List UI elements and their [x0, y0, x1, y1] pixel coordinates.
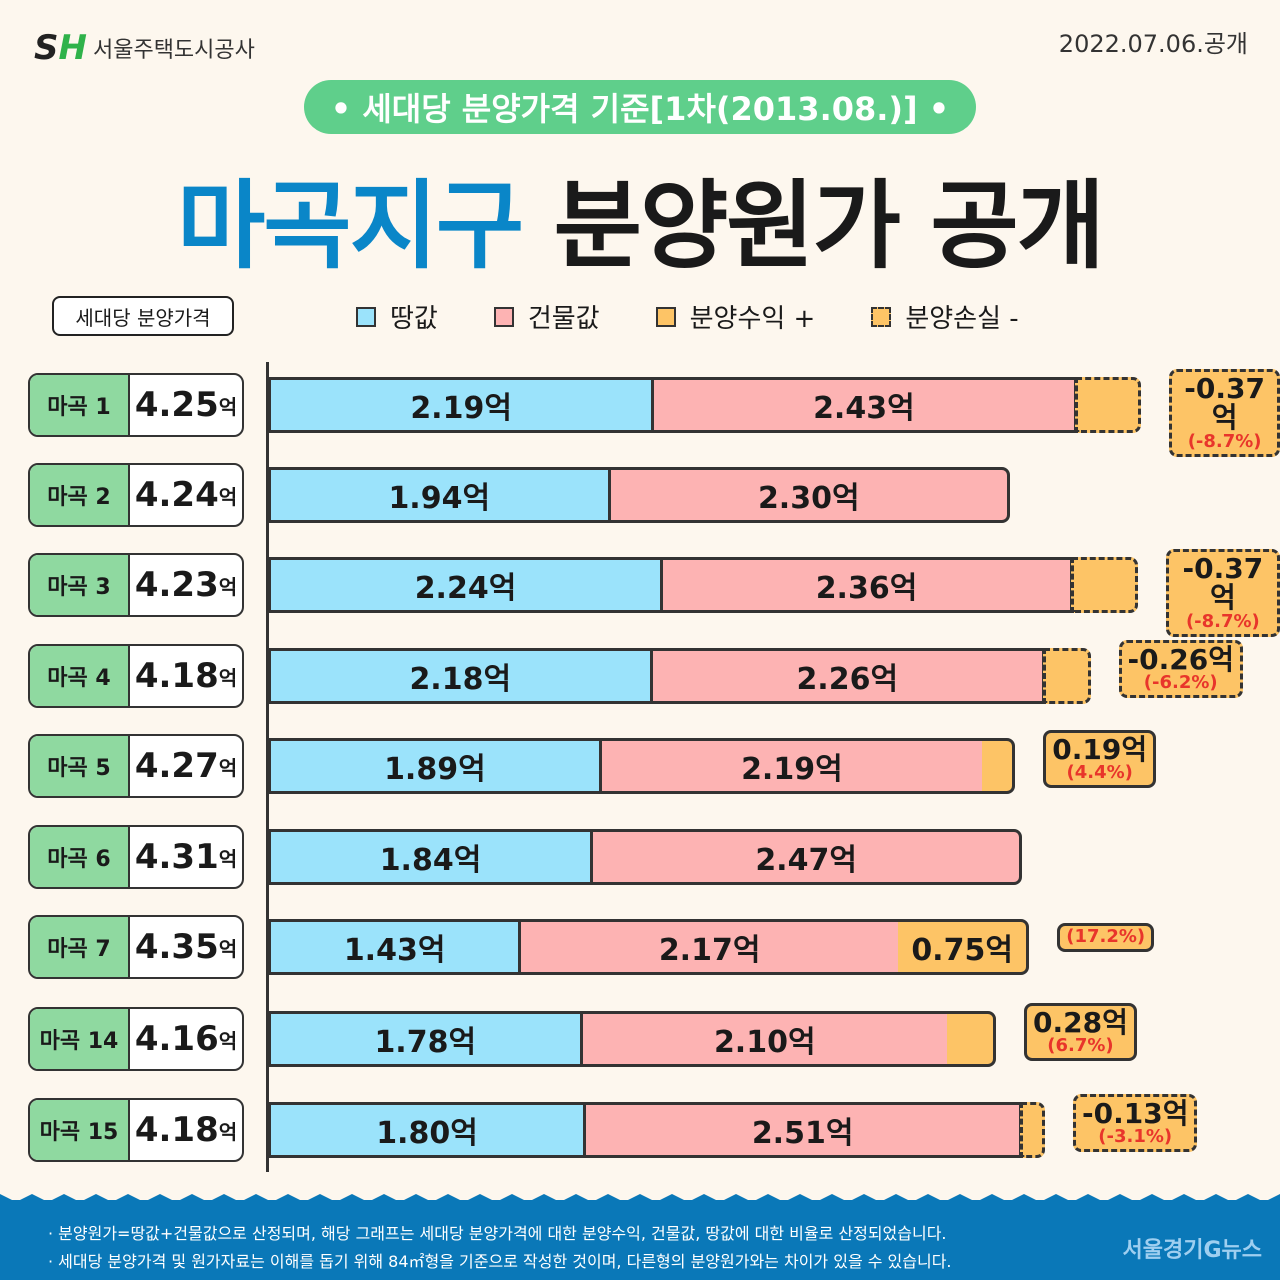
- bar-building: 2.47억: [590, 829, 1023, 885]
- legend-swatch: [655, 306, 676, 327]
- callout-amount: 0.19억: [1052, 733, 1148, 766]
- bar-profit: 0.75억: [898, 919, 1030, 975]
- bar-land: 2.18억: [268, 648, 650, 704]
- district-name: 마곡 1: [30, 375, 130, 435]
- price-value: 4.16 억: [134, 1019, 238, 1059]
- callout-amount: 0.28억: [1033, 1006, 1128, 1039]
- legend-label: 분양수익 +: [689, 304, 816, 334]
- callout-percent: (6.7%): [1047, 1035, 1114, 1057]
- price-value: 4.31 억: [134, 837, 238, 877]
- row-label: 마곡 2 4.24 억: [28, 463, 244, 527]
- callout-amount: -0.37억: [1182, 552, 1264, 615]
- price-column-tag: 세대당 분양가격: [52, 296, 234, 336]
- price-value: 4.35 억: [134, 927, 238, 967]
- callout-percent: (-6.2%): [1143, 672, 1218, 694]
- callout-amount: -0.26억: [1127, 643, 1234, 676]
- row-label: 마곡 4 4.18 억: [28, 644, 244, 708]
- legend: 땅값 건물값 분양수익 + 분양손실 -: [356, 298, 1019, 335]
- district-name: 마곡 4: [30, 646, 130, 706]
- bar-land: 1.94억: [268, 467, 608, 523]
- bar-building: 2.26억: [649, 648, 1045, 704]
- bar-land: 1.78억: [268, 1011, 580, 1067]
- bar-building: 2.36억: [660, 557, 1073, 613]
- bar-loss: [1071, 557, 1138, 613]
- bar-land: 1.89억: [268, 738, 599, 794]
- row-label: 마곡 7 4.35 억: [28, 915, 244, 979]
- bar-land: 2.19억: [268, 377, 652, 433]
- row-label: 마곡 6 4.31 억: [28, 825, 244, 889]
- price-value: 4.24 억: [134, 475, 238, 515]
- row-label: 마곡 14 4.16 억: [28, 1007, 244, 1071]
- legend-item: 분양수익 +: [655, 298, 816, 335]
- bar-loss: [1074, 377, 1142, 433]
- callout-percent: (-3.1%): [1098, 1126, 1173, 1148]
- sh-logo: SH 서울주택도시공사: [34, 28, 255, 68]
- price-value: 4.23 억: [134, 565, 238, 605]
- legend-item: 분양손실 -: [871, 298, 1019, 335]
- value-callout: -0.26억 (-6.2%): [1118, 640, 1243, 699]
- row-label: 마곡 3 4.23 억: [28, 553, 244, 617]
- district-name: 마곡 3: [30, 555, 130, 615]
- footnote-2: · 세대당 분양가격 및 원가자료는 이해를 돕기 위해 84㎡형을 기준으로 …: [48, 1252, 952, 1271]
- legend-item: 땅값: [356, 298, 438, 335]
- value-callout: -0.37억 (-8.7%): [1169, 369, 1280, 457]
- district-name: 마곡 7: [30, 917, 130, 977]
- price-value: 4.18 억: [134, 656, 238, 696]
- legend-item: 건물값: [493, 298, 600, 335]
- price-value: 4.18 억: [134, 1110, 238, 1150]
- price-value: 4.25 억: [134, 385, 238, 425]
- callout-percent: (17.2%): [1066, 926, 1146, 947]
- callout-percent: (-8.7%): [1187, 430, 1262, 452]
- bar-building: 2.10억: [579, 1011, 947, 1067]
- district-name: 마곡 15: [30, 1100, 130, 1160]
- value-callout: 0.28억 (6.7%): [1024, 1003, 1137, 1062]
- row-label: 마곡 5 4.27 억: [28, 734, 244, 798]
- source-logo: 서울경기G뉴스: [1122, 1238, 1263, 1263]
- value-callout: 0.19억 (4.4%): [1043, 730, 1157, 789]
- district-name: 마곡 5: [30, 736, 130, 796]
- logo-name: 서울주택도시공사: [92, 38, 255, 63]
- bar-land: 1.80억: [268, 1102, 583, 1158]
- callout-amount: -0.13억: [1082, 1097, 1189, 1130]
- legend-label: 분양손실 -: [905, 304, 1019, 334]
- bar-building: 2.43억: [651, 377, 1077, 433]
- legend-swatch: [871, 306, 892, 327]
- district-name: 마곡 6: [30, 827, 130, 887]
- row-label: 마곡 1 4.25 억: [28, 373, 244, 437]
- callout-percent: (4.4%): [1066, 762, 1133, 784]
- legend-label: 땅값: [390, 304, 438, 334]
- title-district: 마곡지구: [176, 170, 524, 282]
- bar-land: 1.84억: [268, 829, 590, 885]
- footnote-1: · 분양원가=땅값+건물값으로 산정되며, 해당 그래프는 세대당 분양가격에 …: [48, 1224, 947, 1243]
- district-name: 마곡 14: [30, 1009, 130, 1069]
- bar-building: 2.30억: [607, 467, 1010, 523]
- publish-date: 2022.07.06.공개: [1058, 30, 1248, 58]
- bar-building: 2.51억: [583, 1102, 1023, 1158]
- bar-building: 2.17억: [518, 919, 898, 975]
- legend-swatch: [493, 306, 514, 327]
- row-label: 마곡 15 4.18 억: [28, 1098, 244, 1162]
- bar-profit: [947, 1011, 996, 1067]
- value-callout: -0.13억 (-3.1%): [1073, 1094, 1198, 1153]
- legend-label: 건물값: [527, 304, 600, 334]
- logo-mark: SH: [34, 28, 87, 68]
- bar-land: 2.24억: [268, 557, 660, 613]
- bar-loss: [1043, 648, 1091, 704]
- footer: · 분양원가=땅값+건물값으로 산정되며, 해당 그래프는 세대당 분양가격에 …: [0, 1200, 1280, 1280]
- bar-profit: [982, 738, 1016, 794]
- value-callout: (17.2%): [1057, 923, 1155, 952]
- callout-amount: -0.37억: [1184, 372, 1265, 435]
- bar-land: 1.43억: [268, 919, 519, 975]
- legend-swatch: [356, 306, 376, 327]
- subtitle-pill: • 세대당 분양가격 기준[1차(2013.08.)] •: [304, 80, 976, 134]
- bar-building: 2.19억: [598, 738, 982, 794]
- page-title: 마곡지구 분양원가 공개: [0, 148, 1280, 287]
- callout-percent: (-8.7%): [1185, 610, 1260, 632]
- district-name: 마곡 2: [30, 465, 130, 525]
- title-main: 분양원가 공개: [553, 170, 1105, 282]
- y-axis-line: [266, 362, 269, 1172]
- bar-loss: [1020, 1102, 1045, 1158]
- price-value: 4.27 억: [134, 746, 238, 786]
- value-callout: -0.37억 (-8.7%): [1165, 549, 1280, 637]
